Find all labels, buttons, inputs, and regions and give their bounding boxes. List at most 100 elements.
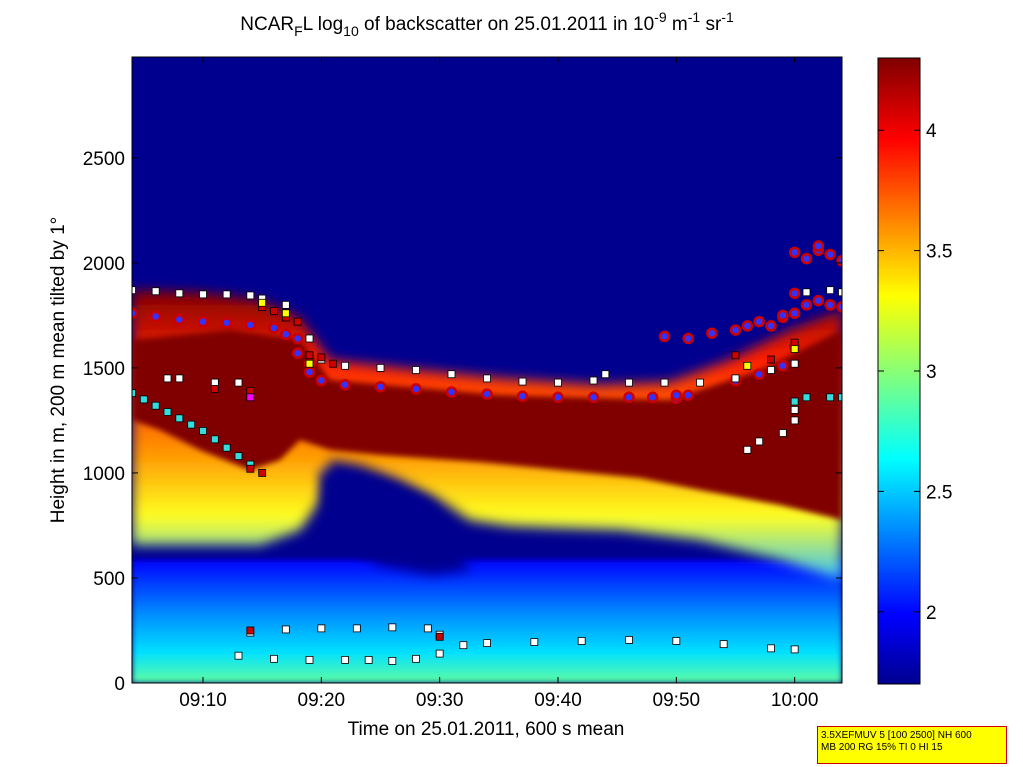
layer-boundary-point	[802, 393, 811, 402]
settings-info-box: 3.5XEFMUV 5 [100 2500] NH 600 MB 200 RG …	[817, 726, 1007, 764]
layer-top-point	[352, 624, 361, 633]
chart-title-sup: -1	[721, 9, 734, 25]
y-tick-label: 2500	[83, 149, 125, 170]
layer-top-point	[447, 370, 456, 379]
cloud-base-point	[410, 383, 422, 395]
layer-boundary-point	[838, 393, 842, 402]
colorbar-tick-label: 3.5	[926, 242, 952, 263]
cloud-base-point	[197, 315, 209, 328]
y-tick-label: 0	[114, 674, 125, 695]
heatmap-plot-area	[132, 57, 842, 683]
cloud-base-point	[741, 320, 754, 332]
layer-top-point	[518, 377, 527, 386]
layer-top-point	[305, 655, 314, 664]
layer-top-point	[826, 286, 835, 295]
cloud-base-point	[788, 307, 801, 320]
layer-top-point	[755, 437, 764, 446]
layer-top-point	[790, 359, 799, 368]
layer-top-point	[838, 288, 842, 297]
layer-top-point	[802, 288, 811, 297]
cloud-base-point	[149, 310, 162, 323]
layer-top-point	[388, 657, 397, 665]
layer-top-point	[767, 644, 775, 653]
cloud-base-point	[788, 246, 801, 259]
gradient-point	[435, 632, 444, 641]
layer-top-point	[151, 287, 160, 296]
layer-boundary-point	[234, 452, 243, 461]
marker-yellow-point	[281, 309, 290, 318]
gradient-point	[731, 351, 740, 360]
cloud-base-point	[753, 368, 765, 380]
colorbar-tick-label: 4	[926, 121, 937, 142]
layer-top-point	[719, 640, 728, 649]
layer-boundary-point	[163, 408, 172, 416]
x-tick-label: 09:20	[298, 690, 346, 711]
layer-boundary-point	[139, 395, 148, 404]
layer-top-point	[412, 654, 420, 663]
layer-top-point	[435, 649, 444, 658]
layer-top-point	[554, 378, 562, 387]
layer-boundary-point	[132, 389, 136, 398]
cloud-base-point	[777, 309, 789, 322]
x-tick-label: 09:40	[534, 690, 582, 711]
layer-top-point	[246, 291, 255, 300]
cloud-base-point	[303, 366, 316, 378]
layer-top-point	[459, 641, 468, 650]
plot-frame	[131, 56, 843, 684]
layer-boundary-point	[151, 401, 160, 410]
cloud-base-point	[220, 316, 233, 329]
layer-top-point	[163, 374, 172, 383]
cloud-base-point	[812, 294, 825, 307]
layer-boundary-point	[222, 443, 231, 452]
y-tick-label: 1500	[83, 359, 125, 380]
cloud-base-point	[800, 299, 813, 311]
layer-top-point	[778, 429, 787, 437]
layer-top-point	[234, 651, 243, 660]
y-tick-label: 1000	[83, 464, 125, 485]
cloud-base-point	[481, 388, 493, 400]
chart-title-part: NCAR	[240, 14, 294, 35]
settings-line-1: 3.5XEFMUV 5 [100 2500] NH 600	[821, 730, 972, 741]
cloud-base-point	[623, 391, 635, 404]
layer-top-point	[660, 378, 669, 387]
marker-yellow-point	[258, 298, 267, 307]
layer-top-point	[341, 655, 349, 664]
cloud-base-point	[132, 307, 138, 320]
layer-top-point	[175, 374, 184, 383]
y-tick-label: 500	[93, 569, 125, 590]
cloud-base-point	[646, 391, 659, 404]
cloud-base-point	[291, 332, 304, 345]
cloud-base-point	[374, 381, 387, 393]
layer-top-point	[483, 374, 491, 383]
colorbar-tick-label: 2.5	[926, 482, 952, 503]
layer-top-point	[790, 416, 799, 425]
marker-yellow-point	[305, 359, 314, 368]
layer-top-point	[388, 623, 397, 632]
x-tick-label: 09:50	[653, 690, 701, 711]
chart-title-sup: -9	[654, 9, 667, 25]
x-tick-label: 09:10	[179, 690, 227, 711]
cloud-base-point	[670, 389, 683, 401]
layer-boundary-point	[826, 393, 835, 402]
gradient-point	[210, 385, 219, 393]
layer-top-point	[743, 445, 752, 454]
layer-top-point	[625, 378, 633, 387]
layer-boundary-point	[175, 414, 184, 423]
cloud-base-point	[729, 324, 742, 336]
colorbar-gradient	[877, 57, 921, 685]
x-tick-label: 09:30	[416, 690, 464, 711]
layer-top-point	[412, 366, 420, 374]
cloud-base-point	[800, 252, 813, 265]
y-tick-label: 2000	[83, 254, 125, 275]
marker-yellow-point	[743, 361, 752, 370]
cloud-base-point	[280, 328, 292, 341]
chart-title-sup: -1	[688, 9, 701, 25]
gradient-point	[317, 353, 326, 362]
chart-title: NCARFL log10 of backscatter on 25.01.201…	[240, 9, 734, 39]
chart-title-part: sr	[700, 14, 722, 35]
cloud-base-point	[812, 240, 825, 252]
x-axis: 09:10 09:20 09:30 09:40 09:50 10:00	[179, 57, 818, 711]
layer-top-point	[625, 636, 633, 644]
gradient-point	[246, 626, 255, 635]
gradient-point	[305, 351, 314, 360]
